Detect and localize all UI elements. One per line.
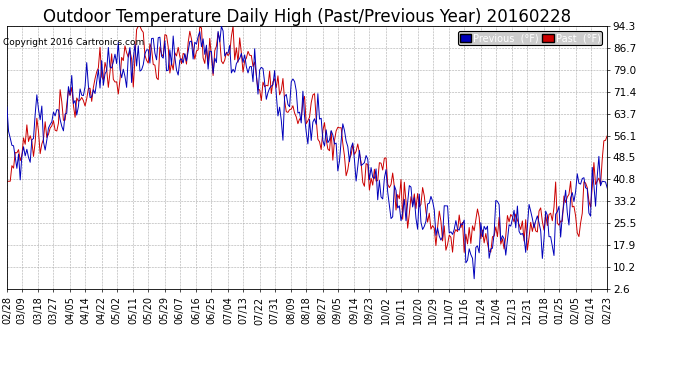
Legend: Previous  (°F), Past  (°F): Previous (°F), Past (°F) — [457, 31, 602, 45]
Text: Copyright 2016 Cartronics.com: Copyright 2016 Cartronics.com — [3, 38, 145, 47]
Title: Outdoor Temperature Daily High (Past/Previous Year) 20160228: Outdoor Temperature Daily High (Past/Pre… — [43, 8, 571, 26]
